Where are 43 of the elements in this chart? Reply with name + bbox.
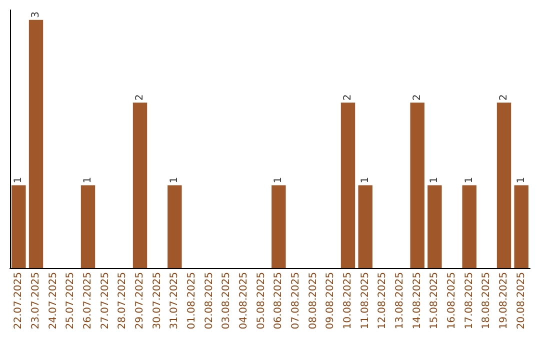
x-tick-label: 17.08.2025	[464, 272, 475, 330]
x-tick-label: 24.07.2025	[48, 272, 59, 330]
x-tick-label: 19.08.2025	[498, 272, 510, 330]
x-tick-label: 11.08.2025	[360, 272, 371, 330]
x-tick-label: 22.07.2025	[13, 272, 24, 330]
x-tick-label: 03.08.2025	[221, 272, 232, 330]
x-tick-label: 26.07.2025	[82, 272, 94, 330]
x-tick-label: 09.08.2025	[325, 272, 336, 330]
x-tick-label: 31.07.2025	[169, 272, 180, 330]
x-tick-label: 16.08.2025	[446, 272, 458, 330]
data-label: 1	[429, 176, 440, 184]
x-tick-label: 23.07.2025	[30, 272, 42, 330]
data-label: 2	[134, 94, 146, 101]
x-tick-label: 12.08.2025	[377, 272, 388, 330]
data-label: 2	[498, 94, 510, 101]
x-tick-label: 25.07.2025	[65, 272, 76, 330]
data-label: 1	[169, 176, 180, 184]
x-tick-label: 27.07.2025	[100, 272, 111, 330]
x-tick-label: 14.08.2025	[412, 272, 423, 330]
data-label: 1	[360, 176, 371, 184]
data-label: 1	[273, 176, 284, 184]
x-tick-label: 13.08.2025	[394, 272, 406, 330]
x-tick-label: 28.07.2025	[117, 272, 128, 330]
x-tick-label: 06.08.2025	[273, 272, 284, 330]
data-label: 1	[82, 176, 94, 184]
x-tick-label: 10.08.2025	[342, 272, 354, 330]
x-tick-label: 07.08.2025	[290, 272, 302, 330]
x-tick-label: 04.08.2025	[238, 272, 250, 330]
data-label: 3	[30, 12, 42, 18]
data-label: 1	[516, 176, 527, 184]
x-tick-label: 08.08.2025	[308, 272, 319, 330]
x-tick-label: 05.08.2025	[256, 272, 267, 330]
x-tick-label: 15.08.2025	[429, 272, 440, 330]
x-tick-label: 29.07.2025	[134, 272, 146, 330]
data-label: 2	[412, 94, 423, 101]
x-tick-label: 01.08.2025	[186, 272, 198, 330]
data-label: 1	[464, 176, 475, 184]
data-label: 1	[13, 176, 24, 184]
data-label: 2	[342, 94, 354, 101]
x-tick-label: 18.08.2025	[481, 272, 492, 330]
x-tick-label: 20.08.2025	[516, 272, 527, 330]
x-tick-label: 30.07.2025	[152, 272, 163, 330]
x-tick-label: 02.08.2025	[204, 272, 215, 330]
